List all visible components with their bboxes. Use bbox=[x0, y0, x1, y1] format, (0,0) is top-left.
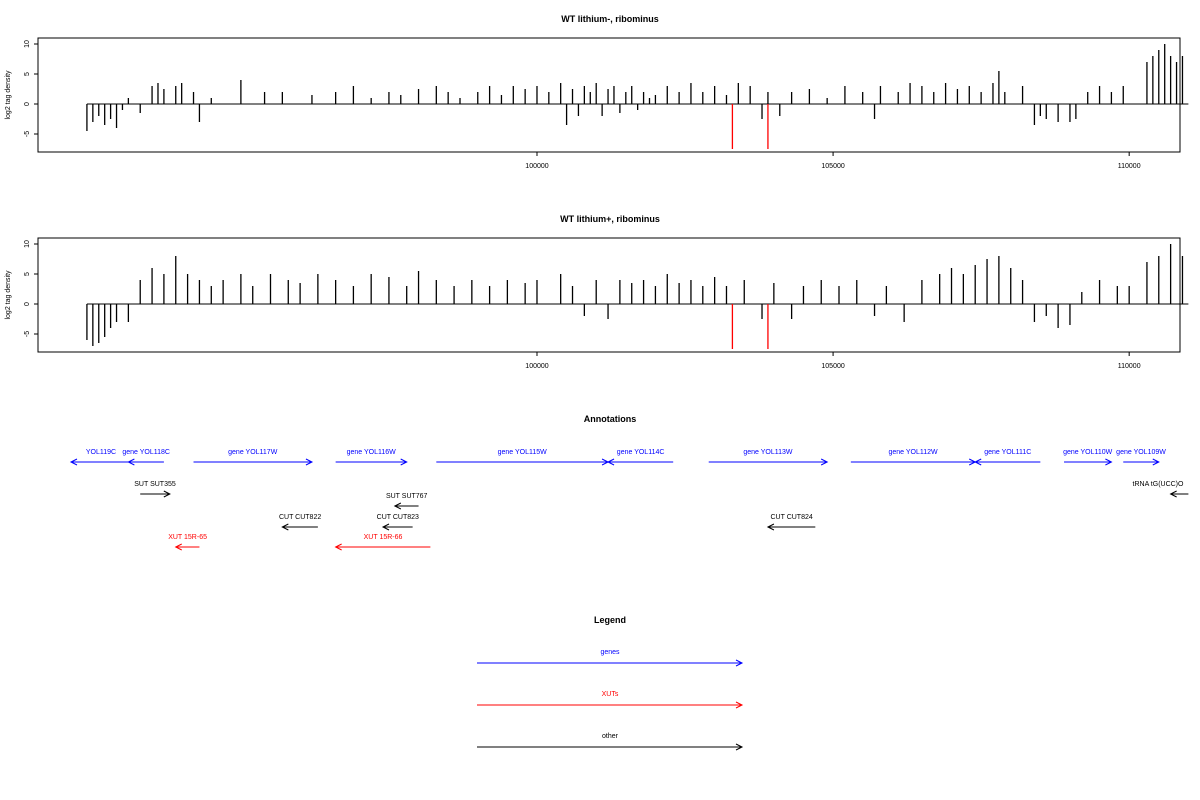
annotation-feature: XUT 15R-65 bbox=[168, 534, 207, 551]
annotation-feature: CUT CUT822 bbox=[279, 514, 321, 531]
legend-label: other bbox=[602, 733, 619, 740]
arrow-head bbox=[400, 458, 408, 466]
annotation-feature: gene YOL110W bbox=[1063, 449, 1113, 466]
feature-label: SUT SUT767 bbox=[386, 493, 428, 500]
x-tick-label: 100000 bbox=[525, 363, 548, 370]
y-tick-label: 0 bbox=[24, 102, 31, 106]
x-tick-label: 110000 bbox=[1118, 363, 1141, 370]
y-axis-label: log2 tag density bbox=[5, 270, 12, 320]
feature-label: XUT 15R-65 bbox=[168, 534, 207, 541]
annotation-feature: gene YOL109W bbox=[1116, 449, 1166, 466]
arrow-head bbox=[393, 502, 402, 510]
y-tick-label: 10 bbox=[24, 240, 31, 248]
y-tick-label: 5 bbox=[24, 72, 31, 76]
annotation-feature: gene YOL116W bbox=[335, 449, 408, 466]
x-tick-label: 105000 bbox=[821, 163, 844, 170]
feature-label: gene YOL112W bbox=[888, 449, 938, 456]
annotation-feature: gene YOL113W bbox=[708, 449, 829, 466]
feature-label: gene YOL110W bbox=[1063, 449, 1113, 456]
legend-title: Legend bbox=[594, 615, 626, 625]
feature-label: gene YOL116W bbox=[347, 449, 397, 456]
arrow-head bbox=[305, 458, 314, 466]
chart-title: WT lithium-, ribominus bbox=[561, 14, 659, 24]
x-tick-label: 110000 bbox=[1118, 163, 1141, 170]
chart-panel-1: WT lithium-, ribominus log2 tag density -5… bbox=[5, 14, 1189, 170]
feature-label: gene YOL111C bbox=[984, 449, 1031, 456]
annotation-feature: tRNA tG(UCC)O bbox=[1133, 481, 1189, 498]
y-tick-label: 0 bbox=[24, 302, 31, 306]
legend-label: XUTs bbox=[602, 691, 619, 698]
chart-title: WT lithium+, ribominus bbox=[560, 214, 660, 224]
annotation-feature: YOL119C bbox=[69, 449, 131, 466]
y-tick-label: -5 bbox=[24, 331, 31, 337]
annotation-feature: gene YOL118C bbox=[122, 449, 170, 466]
feature-label: XUT 15R-66 bbox=[364, 534, 403, 541]
arrow-head bbox=[174, 543, 182, 551]
arrow-head bbox=[1152, 458, 1160, 466]
annotations-title: Annotations bbox=[584, 414, 637, 424]
annotation-feature: XUT 15R-66 bbox=[334, 534, 431, 551]
y-tick-label: 10 bbox=[24, 40, 31, 48]
arrow-head bbox=[820, 458, 829, 466]
legend-arrow-head bbox=[735, 701, 744, 709]
x-tick-label: 105000 bbox=[821, 363, 844, 370]
feature-label: SUT SUT355 bbox=[134, 481, 176, 488]
plot-frame bbox=[37, 37, 1181, 153]
feature-label: gene YOL114C bbox=[617, 449, 665, 456]
chart-panel-2: WT lithium+, ribominus log2 tag density -5… bbox=[5, 214, 1189, 370]
arrow-head bbox=[69, 458, 78, 466]
y-tick-label: 5 bbox=[24, 272, 31, 276]
feature-label: gene YOL115W bbox=[498, 449, 548, 456]
feature-label: CUT CUT824 bbox=[770, 514, 812, 521]
legend-item: other bbox=[477, 733, 744, 751]
annotation-feature: SUT SUT355 bbox=[134, 481, 176, 498]
y-axis-label: log2 tag density bbox=[5, 70, 12, 120]
arrow-head bbox=[974, 458, 982, 466]
annotation-feature: SUT SUT767 bbox=[386, 493, 428, 510]
legend-arrow-head bbox=[735, 659, 744, 667]
feature-label: gene YOL118C bbox=[122, 449, 170, 456]
feature-label: gene YOL117W bbox=[228, 449, 278, 456]
feature-label: YOL119C bbox=[86, 449, 116, 456]
arrow-head bbox=[1105, 458, 1113, 466]
feature-label: gene YOL109W bbox=[1116, 449, 1166, 456]
arrow-head bbox=[281, 523, 289, 531]
feature-label: CUT CUT823 bbox=[377, 514, 419, 521]
annotation-feature: CUT CUT823 bbox=[377, 514, 419, 531]
feature-label: gene YOL113W bbox=[743, 449, 793, 456]
x-tick-label: 100000 bbox=[525, 163, 548, 170]
y-tick-label: -5 bbox=[24, 131, 31, 137]
arrow-head bbox=[766, 523, 775, 531]
legend-panel: Legend genes XUTs other bbox=[477, 615, 744, 751]
arrow-head bbox=[1169, 490, 1177, 498]
legend-item: XUTs bbox=[477, 691, 744, 709]
annotation-feature: gene YOL114C bbox=[606, 449, 674, 466]
feature-label: tRNA tG(UCC)O bbox=[1133, 481, 1185, 488]
arrow-head bbox=[163, 490, 171, 498]
arrow-head bbox=[334, 543, 342, 551]
annotation-feature: gene YOL112W bbox=[850, 449, 977, 466]
legend-label: genes bbox=[600, 649, 620, 656]
annotations-panel: Annotations YOL119C gene YOL118C gene YOL1… bbox=[69, 414, 1189, 551]
arrow-head bbox=[606, 458, 615, 466]
feature-label: CUT CUT822 bbox=[279, 514, 321, 521]
arrow-head bbox=[381, 523, 390, 531]
arrow-head bbox=[127, 458, 135, 466]
annotation-feature: CUT CUT824 bbox=[766, 514, 816, 531]
annotation-feature: gene YOL115W bbox=[436, 449, 610, 466]
annotation-feature: gene YOL111C bbox=[974, 449, 1041, 466]
legend-item: genes bbox=[477, 649, 744, 667]
legend-arrow-head bbox=[735, 743, 744, 751]
annotation-feature: gene YOL117W bbox=[193, 449, 314, 466]
plot-frame bbox=[37, 237, 1181, 353]
